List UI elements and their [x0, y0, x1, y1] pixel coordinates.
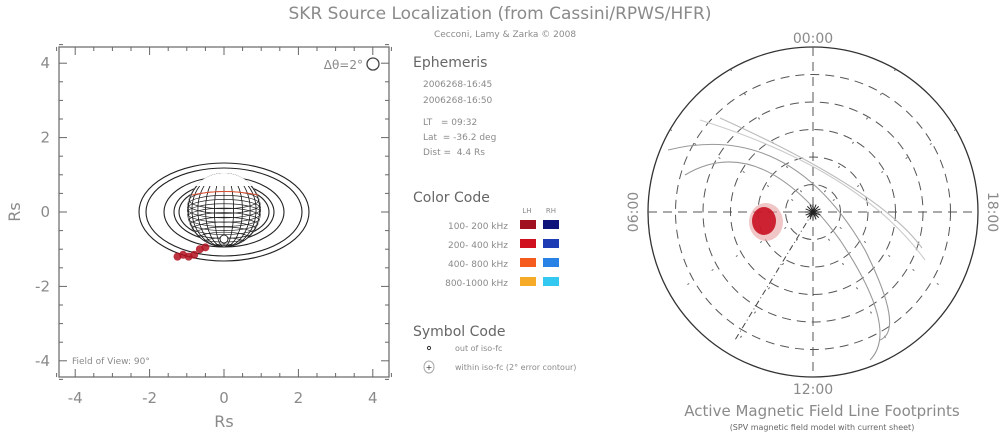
latitude-circle: [785, 184, 841, 240]
color-code-heading: Color Code: [413, 190, 490, 206]
figure-title: SKR Source Localization (from Cassini/RP…: [289, 4, 712, 24]
freq-label: 100- 200 kHz: [448, 222, 508, 232]
lt-label-top: 00:00: [793, 31, 833, 47]
spacecraft-track: [734, 211, 814, 341]
lh-swatch: [520, 258, 536, 267]
time-end: 2006268-16:50: [423, 96, 493, 106]
pole: [219, 234, 229, 244]
rh-swatch: [543, 239, 559, 248]
lh-swatch: [520, 277, 536, 286]
color-code: Color Code LH RH 100- 200 kHz 200- 400 kH…: [413, 190, 559, 289]
x-tick-label: -4: [68, 389, 83, 407]
source-point: [201, 243, 210, 252]
col-lh: LH: [522, 207, 531, 215]
y-tick-label: -2: [35, 277, 50, 295]
y-tick-label: -4: [35, 352, 50, 370]
x-tick-label: 4: [368, 389, 378, 407]
symbol-item: within iso-fc (2° error contour): [455, 363, 576, 372]
lh-swatch: [520, 220, 536, 229]
ring: [138, 162, 310, 262]
iso-fc-line: [191, 191, 259, 196]
ring: [145, 167, 303, 257]
col-rh: RH: [546, 207, 556, 215]
lh-swatch: [520, 239, 536, 248]
parallel: [210, 243, 238, 247]
dist-value: Dist = 4.4 Rs: [423, 148, 485, 158]
freq-label: 800-1000 kHz: [445, 279, 508, 289]
lt-label-left: 06:00: [626, 192, 642, 232]
polar-title: Active Magnetic Field Line Footprints: [684, 402, 960, 420]
out-symbol-icon: [426, 345, 432, 351]
polar-subtitle: (SPV magnetic field model with current s…: [730, 423, 915, 432]
lt-value: LT = 09:32: [423, 118, 477, 128]
y-axis-label: Rs: [5, 202, 24, 221]
lt-label-right: 18:00: [984, 192, 1000, 232]
meridian: [187, 173, 261, 247]
y-tick-label: 4: [40, 54, 50, 72]
symbol-code-heading: Symbol Code: [413, 324, 505, 340]
parallel: [187, 195, 261, 214]
field-line-footprint: [719, 117, 923, 249]
meridian: [191, 173, 257, 247]
lat-value: Lat = -36.2 deg: [423, 133, 496, 143]
x-tick-label: 0: [219, 389, 229, 407]
resolution-circle-icon: [366, 57, 380, 71]
symbol-code: Symbol Code out of iso-fc + within iso-f…: [413, 324, 576, 374]
time-start: 2006268-16:45: [423, 80, 492, 90]
ephemeris-heading: Ephemeris: [413, 55, 487, 71]
source-point: [190, 250, 199, 259]
field-line-footprint: [684, 161, 881, 361]
x-tick-label: 2: [294, 389, 304, 407]
field-line-footprint: [699, 119, 926, 261]
lt-label-bottom: 12:00: [793, 382, 833, 398]
pole-star-icon: [805, 208, 821, 216]
freq-label: 400- 800 kHz: [448, 260, 508, 270]
meridian: [214, 173, 234, 247]
field-line-footprint: [667, 143, 891, 341]
within-symbol-icon: [423, 360, 435, 374]
polar-plot: 00:00 12:00 06:00 18:00 Active Magnetic …: [626, 31, 1000, 432]
meridian: [197, 173, 251, 247]
saturn-globe: [138, 162, 310, 262]
within-symbol-plus: +: [426, 363, 433, 372]
x-axis-label: Rs: [214, 412, 233, 431]
x-tick-label: -2: [142, 389, 157, 407]
symbol-item: out of iso-fc: [455, 344, 502, 353]
freq-label: 200- 400 kHz: [448, 241, 508, 251]
credit: Cecconi, Lamy & Zarka © 2008: [434, 30, 576, 40]
footprint-blob: [752, 207, 776, 235]
meridian: [205, 173, 243, 247]
y-tick-label: 0: [40, 203, 50, 221]
ephemeris: Ephemeris 2006268-16:45 2006268-16:50 LT…: [413, 55, 496, 158]
rh-swatch: [543, 277, 559, 286]
rh-swatch: [543, 258, 559, 267]
rh-swatch: [543, 220, 559, 229]
resolution-label: Δθ=2°: [324, 58, 363, 72]
parallel: [187, 199, 261, 219]
fov-label: Field of View: 90°: [72, 357, 150, 367]
y-tick-label: 2: [40, 129, 50, 147]
